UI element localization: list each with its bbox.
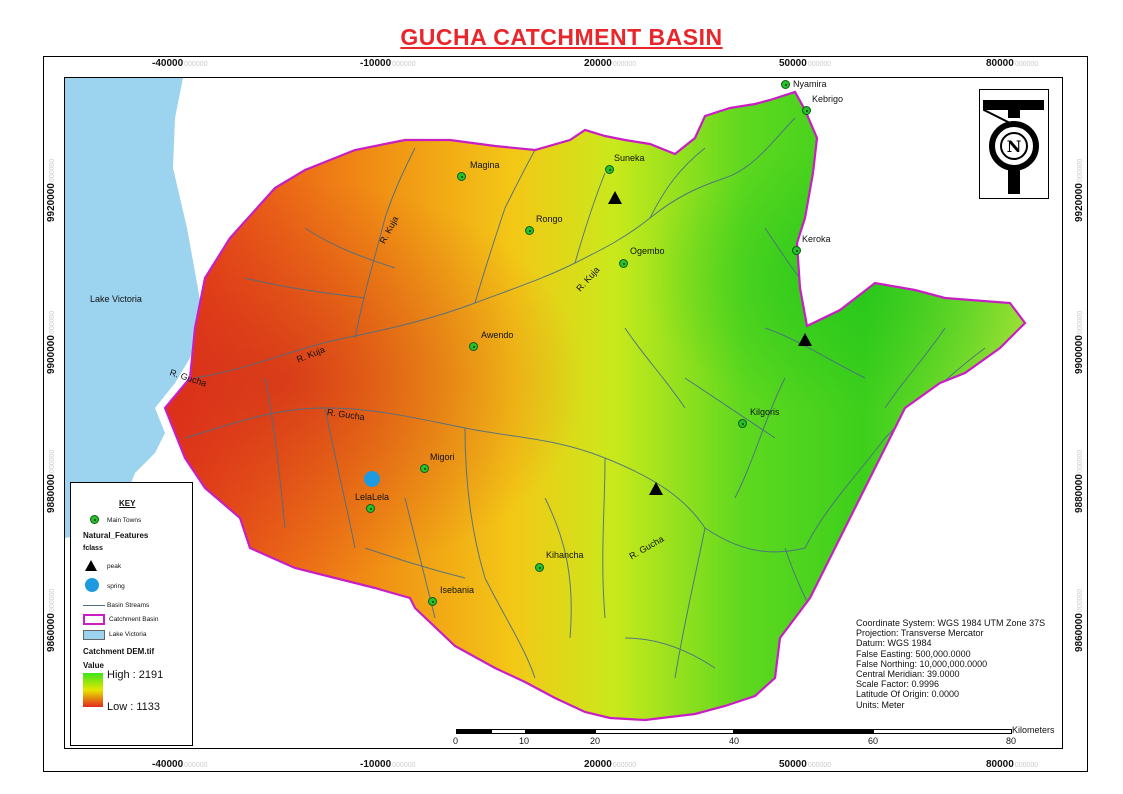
x-tick-bottom: -10000000000 (360, 759, 416, 770)
info-line: Units: Meter (856, 699, 905, 710)
town-label: LelaLela (355, 492, 390, 502)
town-label: Rongo (536, 214, 563, 224)
town-label: Magina (470, 160, 500, 170)
info-line: Projection: Transverse Mercator (856, 628, 984, 639)
town-marker[interactable] (525, 226, 534, 235)
legend-streams-symbol (83, 605, 105, 606)
north-arrow-icon: N (983, 100, 1044, 194)
map-legend: KEY Main Towns Natural_Features fclass p… (70, 482, 193, 746)
town-marker[interactable] (457, 172, 466, 181)
catchment-basin-outline (163, 90, 1027, 722)
legend-dem-ramp (83, 673, 103, 707)
map-frame (43, 56, 1088, 772)
info-line: Scale Factor: 0.9996 (856, 679, 940, 690)
town-label: Awendo (481, 330, 514, 340)
town-marker[interactable] (428, 597, 437, 606)
scale-label: 20 (590, 736, 601, 746)
town-label: Kihancha (546, 550, 584, 560)
town-label: Isebania (440, 585, 475, 595)
scale-label: 40 (729, 736, 740, 746)
x-tick-bottom: 80000000000 (986, 759, 1039, 770)
lake-victoria-shape (65, 78, 203, 538)
town-marker[interactable] (535, 563, 544, 572)
x-tick-bottom: 50000000000 (779, 759, 832, 770)
x-tick-bottom: -40000000000 (152, 759, 208, 770)
y-tick-left: 9880000000000 (46, 449, 57, 513)
peak-marker[interactable] (798, 333, 812, 346)
lake-victoria-label: Lake Victoria (90, 294, 142, 304)
coordinate-info: Coordinate System: WGS 1984 UTM Zone 37S… (856, 618, 1045, 710)
info-line: Central Meridian: 39.0000 (856, 669, 960, 680)
scale-label: 60 (868, 736, 879, 746)
town-marker[interactable] (366, 504, 375, 513)
y-tick-right: 9900000000000 (1074, 310, 1085, 374)
info-line: Latitude Of Origin: 0.0000 (856, 689, 960, 700)
legend-lake-symbol (83, 630, 105, 640)
lake-island-shape (101, 403, 145, 423)
info-line: Coordinate System: WGS 1984 UTM Zone 37S (856, 618, 1046, 628)
scale-bar (456, 729, 1012, 734)
y-tick-right: 9920000000000 (1074, 158, 1085, 222)
info-line: Datum: WGS 1984 (856, 638, 932, 649)
legend-basin-symbol (83, 614, 105, 625)
legend-spring: spring (107, 583, 125, 590)
legend-lake-victoria: Lake Victoria (109, 631, 147, 638)
town-label: Nyamira (793, 79, 827, 89)
town-label: Suneka (614, 153, 645, 163)
info-line: False Northing: 10,000,000.0000 (856, 658, 988, 669)
town-marker[interactable] (802, 106, 811, 115)
town-label: Keroka (802, 234, 831, 244)
x-tick-top: 80000000000 (986, 58, 1039, 69)
legend-spring-symbol (85, 578, 99, 592)
legend-fclass: fclass (83, 545, 103, 552)
x-tick-top: -40000000000 (152, 58, 208, 69)
y-tick-left: 9860000000000 (46, 588, 57, 652)
town-label: Migori (430, 452, 455, 462)
legend-streams: Basin Streams (107, 602, 150, 609)
x-tick-top: 20000000000 (584, 58, 637, 69)
y-tick-right: 9880000000000 (1074, 449, 1085, 513)
y-tick-left: 9900000000000 (46, 310, 57, 374)
x-tick-bottom: 20000000000 (584, 759, 637, 770)
legend-peak-symbol (85, 560, 97, 571)
svg-text:N: N (1007, 137, 1022, 156)
town-marker[interactable] (738, 419, 747, 428)
legend-dem-title: Catchment DEM.tif (83, 647, 155, 656)
town-label: Kilgoris (750, 407, 780, 417)
legend-title: KEY (119, 499, 136, 508)
town-label: Ogembo (630, 246, 665, 256)
legend-high: High : 2191 (107, 669, 164, 681)
town-marker[interactable] (619, 259, 628, 268)
y-tick-right: 9860000000000 (1074, 588, 1085, 652)
peak-marker[interactable] (608, 191, 622, 204)
y-tick-left: 9920000000000 (46, 158, 57, 222)
town-marker[interactable] (605, 165, 614, 174)
legend-peak: peak (107, 563, 122, 570)
map-canvas[interactable] (64, 77, 1063, 749)
peak-marker[interactable] (649, 482, 663, 495)
x-tick-top: -10000000000 (360, 58, 416, 69)
dem-map-svg (65, 78, 1027, 722)
legend-natural-features: Natural_Features (83, 531, 149, 540)
legend-low: Low : 1133 (107, 701, 161, 713)
spring-marker[interactable] (364, 471, 380, 487)
map-title: GUCHA CATCHMENT BASIN (400, 24, 723, 50)
scale-label: 10 (519, 736, 530, 746)
scale-unit: Kilometers (1012, 725, 1055, 735)
town-label: Kebrigo (812, 94, 844, 104)
legend-main-towns: Main Towns (107, 517, 142, 524)
town-marker[interactable] (792, 246, 801, 255)
x-tick-top: 50000000000 (779, 58, 832, 69)
town-marker[interactable] (781, 80, 790, 89)
legend-catchment-basin: Catchment Basin (109, 616, 159, 623)
north-arrow: N (979, 89, 1049, 199)
town-marker[interactable] (420, 464, 429, 473)
scale-label: 0 (453, 736, 459, 746)
legend-value: Value (83, 661, 104, 670)
town-marker[interactable] (469, 342, 478, 351)
scale-label: 80 (1006, 736, 1017, 746)
legend-town-symbol (90, 515, 99, 524)
info-line: False Easting: 500,000.0000 (856, 648, 971, 659)
